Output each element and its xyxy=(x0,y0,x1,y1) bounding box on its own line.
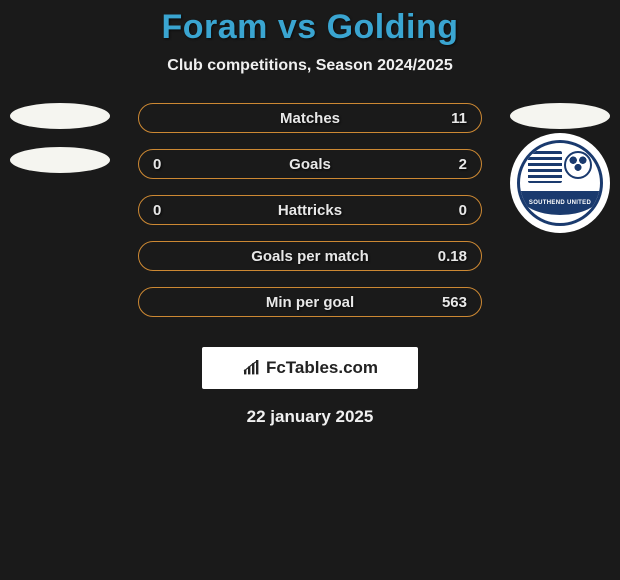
stat-label: Hattricks xyxy=(139,202,481,219)
date-label: 22 january 2025 xyxy=(247,407,374,427)
bar-chart-icon xyxy=(242,360,262,376)
stat-row: Goals per match 0.18 xyxy=(0,241,620,271)
stat-label: Goals xyxy=(139,156,481,173)
stats-block: SOUTHEND UNITED Matches 11 0 Goals 2 0 H… xyxy=(0,103,620,333)
stat-bar-hattricks: 0 Hattricks 0 xyxy=(138,195,482,225)
stat-label: Min per goal xyxy=(139,294,481,311)
stat-bar-mpg: Min per goal 563 xyxy=(138,287,482,317)
stat-bar-matches: Matches 11 xyxy=(138,103,482,133)
main-container: Foram vs Golding Club competitions, Seas… xyxy=(0,0,620,427)
stat-label: Matches xyxy=(139,110,481,127)
stat-right-value: 11 xyxy=(451,110,467,127)
stat-right-value: 0 xyxy=(459,202,467,219)
stat-row: Matches 11 xyxy=(0,103,620,133)
page-title: Foram vs Golding xyxy=(161,8,458,47)
stat-bar-goals: 0 Goals 2 xyxy=(138,149,482,179)
stat-row: 0 Hattricks 0 xyxy=(0,195,620,225)
stat-row: Min per goal 563 xyxy=(0,287,620,317)
brand-link[interactable]: FcTables.com xyxy=(202,347,418,389)
stat-right-value: 2 xyxy=(459,156,467,173)
brand-text: FcTables.com xyxy=(266,358,378,378)
stat-right-value: 0.18 xyxy=(438,248,467,265)
stat-bar-gpm: Goals per match 0.18 xyxy=(138,241,482,271)
stat-left-value: 0 xyxy=(153,202,161,219)
stat-row: 0 Goals 2 xyxy=(0,149,620,179)
subtitle: Club competitions, Season 2024/2025 xyxy=(167,57,452,75)
stat-left-value: 0 xyxy=(153,156,161,173)
stat-right-value: 563 xyxy=(442,294,467,311)
stat-label: Goals per match xyxy=(139,248,481,265)
